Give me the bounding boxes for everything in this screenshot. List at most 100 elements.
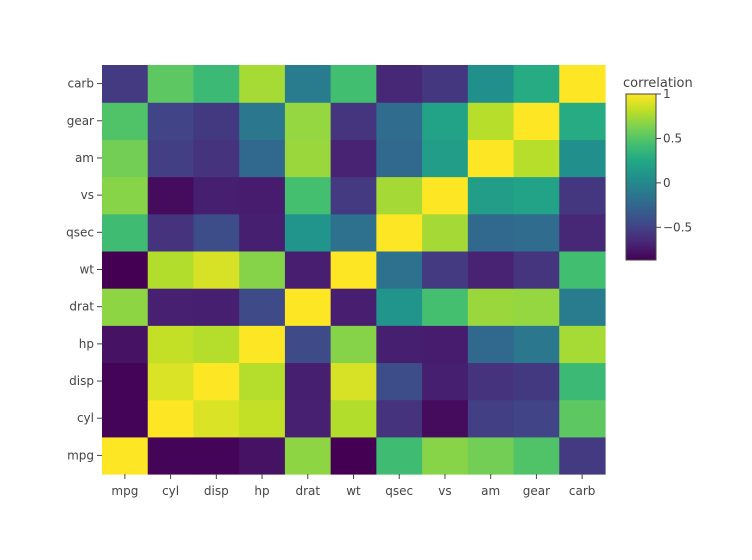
heatmap-cell-qsec-mpg <box>102 213 149 252</box>
heatmap-cell-carb-hp <box>239 65 286 103</box>
heatmap-cell-vs-cyl <box>147 176 195 215</box>
y-tick-label: hp <box>79 337 94 351</box>
colorbar-title: correlation <box>623 76 693 91</box>
heatmap-cell-gear-disp <box>193 102 240 140</box>
heatmap-cell-drat-disp <box>193 288 240 326</box>
heatmap-cell-carb-disp <box>193 65 240 103</box>
heatmap-cell-hp-mpg <box>102 325 149 364</box>
heatmap-cell-disp-cyl <box>147 362 195 401</box>
heatmap-cell-carb-wt <box>330 65 377 103</box>
x-tick-label: gear <box>523 484 550 498</box>
heatmap-cell-wt-drat <box>284 250 332 289</box>
heatmap-cell-qsec-am <box>467 213 515 252</box>
heatmap-cell-carb-mpg <box>102 65 149 103</box>
heatmap-cell-hp-wt <box>330 325 377 364</box>
heatmap-cell-wt-cyl <box>147 250 195 289</box>
y-tick-label: vs <box>81 188 94 202</box>
heatmap-cell-hp-am <box>467 325 515 364</box>
colorbar-tick-label: 1 <box>663 87 671 101</box>
heatmap-cell-drat-carb <box>559 288 606 326</box>
heatmap-cell-cyl-cyl <box>147 399 195 438</box>
heatmap-cell-am-wt <box>330 139 377 178</box>
heatmap-cell-hp-cyl <box>147 325 195 364</box>
x-tick-label: disp <box>204 484 229 498</box>
heatmap-cell-cyl-mpg <box>102 399 149 438</box>
heatmap-cell-carb-carb <box>559 65 606 103</box>
heatmap-cell-wt-hp <box>239 250 286 289</box>
heatmap-cell-hp-vs <box>422 325 469 364</box>
heatmap-cell-disp-hp <box>239 362 286 401</box>
heatmap-cell-mpg-cyl <box>147 436 195 475</box>
colorbar-ticks: −0.5 0 0.5 1 <box>656 87 692 234</box>
heatmap-cell-disp-vs <box>422 362 469 401</box>
heatmap-cell-am-gear <box>513 139 560 178</box>
heatmap-cell-wt-gear <box>513 250 560 289</box>
colorbar: correlation −0.5 0 0.5 1 <box>623 76 693 261</box>
heatmap-cell-gear-carb <box>559 102 606 140</box>
y-tick-label: disp <box>69 374 94 388</box>
heatmap-cell-vs-am <box>467 176 515 215</box>
heatmap-cell-mpg-drat <box>284 436 332 475</box>
heatmap-cell-disp-qsec <box>376 362 423 401</box>
heatmap-cell-mpg-mpg <box>102 436 149 475</box>
heatmap-cell-am-cyl <box>147 139 195 178</box>
heatmap-cell-vs-carb <box>559 176 606 215</box>
heatmap-cell-wt-mpg <box>102 250 149 289</box>
heatmap-cell-drat-wt <box>330 288 377 326</box>
heatmap-cell-gear-mpg <box>102 102 149 140</box>
heatmap-cell-am-qsec <box>376 139 423 178</box>
heatmap-cell-hp-carb <box>559 325 606 364</box>
heatmap-cell-wt-disp <box>193 250 240 289</box>
heatmap-cell-drat-gear <box>513 288 560 326</box>
heatmap-cell-drat-am <box>467 288 515 326</box>
heatmap-cell-drat-qsec <box>376 288 423 326</box>
heatmap-cell-hp-qsec <box>376 325 423 364</box>
heatmap-cell-am-carb <box>559 139 606 178</box>
heatmap-cell-am-drat <box>284 139 332 178</box>
heatmap-cell-qsec-qsec <box>376 213 423 252</box>
heatmap-cell-vs-gear <box>513 176 560 215</box>
x-tick-label: am <box>481 484 500 498</box>
heatmap-cell-gear-drat <box>284 102 332 140</box>
heatmap-cell-disp-am <box>467 362 515 401</box>
heatmap-cell-vs-wt <box>330 176 377 215</box>
heatmap-cell-wt-carb <box>559 250 606 289</box>
heatmap-cell-qsec-wt <box>330 213 377 252</box>
heatmap-cell-disp-gear <box>513 362 560 401</box>
x-tick-label: mpg <box>111 484 138 498</box>
heatmap-cell-am-vs <box>422 139 469 178</box>
heatmap-cell-hp-drat <box>284 325 332 364</box>
heatmap-cell-drat-hp <box>239 288 286 326</box>
x-tick-label: hp <box>254 484 269 498</box>
y-tick-label: wt <box>79 263 94 277</box>
y-tick-label: carb <box>67 77 94 91</box>
heatmap-cell-gear-vs <box>422 102 469 140</box>
heatmap-cell-disp-carb <box>559 362 606 401</box>
heatmap-cell-gear-cyl <box>147 102 195 140</box>
heatmap-cells <box>102 65 606 475</box>
heatmap-cell-gear-wt <box>330 102 377 140</box>
heatmap-cell-carb-gear <box>513 65 560 103</box>
colorbar-gradient <box>625 93 657 261</box>
y-tick-label: cyl <box>77 411 94 425</box>
colorbar-tick-label: −0.5 <box>663 220 692 234</box>
heatmap-cell-disp-mpg <box>102 362 149 401</box>
heatmap-cell-am-disp <box>193 139 240 178</box>
heatmap-cell-am-mpg <box>102 139 149 178</box>
heatmap-cell-gear-qsec <box>376 102 423 140</box>
y-tick-label: am <box>75 151 94 165</box>
x-tick-label: cyl <box>162 484 179 498</box>
x-tick-label: carb <box>569 484 596 498</box>
heatmap-cell-cyl-am <box>467 399 515 438</box>
heatmap-cell-drat-cyl <box>147 288 195 326</box>
colorbar-tick-label: 0 <box>663 176 671 190</box>
heatmap-cell-cyl-hp <box>239 399 286 438</box>
heatmap-cell-mpg-wt <box>330 436 377 475</box>
heatmap-cell-cyl-drat <box>284 399 332 438</box>
heatmap-cell-mpg-carb <box>559 436 606 475</box>
heatmap-cell-qsec-drat <box>284 213 332 252</box>
x-tick-label: wt <box>346 484 361 498</box>
heatmap-cell-wt-vs <box>422 250 469 289</box>
heatmap-cell-cyl-qsec <box>376 399 423 438</box>
heatmap-cell-vs-vs <box>422 176 469 215</box>
